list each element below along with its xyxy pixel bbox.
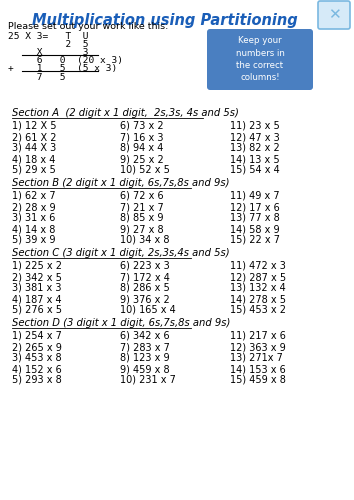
Text: 9) 376 x 2: 9) 376 x 2 [120, 294, 170, 304]
Text: 2) 342 x 5: 2) 342 x 5 [12, 272, 62, 282]
Text: 1) 62 x 7: 1) 62 x 7 [12, 191, 56, 201]
Text: 14) 58 x 9: 14) 58 x 9 [230, 224, 280, 234]
Text: 11) 23 x 5: 11) 23 x 5 [230, 121, 280, 131]
Text: 10) 165 x 4: 10) 165 x 4 [120, 305, 176, 315]
Text: 6) 72 x 6: 6) 72 x 6 [120, 191, 164, 201]
Text: 9) 27 x 8: 9) 27 x 8 [120, 224, 164, 234]
Text: 4) 14 x 8: 4) 14 x 8 [12, 224, 55, 234]
FancyBboxPatch shape [207, 29, 313, 90]
Text: 9) 25 x 2: 9) 25 x 2 [120, 154, 164, 164]
Text: +    1   5  (5 x 3): + 1 5 (5 x 3) [8, 64, 117, 73]
Text: 4) 187 x 4: 4) 187 x 4 [12, 294, 62, 304]
Text: 11) 472 x 3: 11) 472 x 3 [230, 261, 286, 271]
Text: 7) 21 x 7: 7) 21 x 7 [120, 202, 164, 212]
Text: Multiplication using Partitioning: Multiplication using Partitioning [32, 13, 298, 28]
Text: 13) 271x 7: 13) 271x 7 [230, 353, 283, 363]
Text: 8) 123 x 9: 8) 123 x 9 [120, 353, 170, 363]
Text: 7) 16 x 3: 7) 16 x 3 [120, 132, 164, 142]
Text: 6) 73 x 2: 6) 73 x 2 [120, 121, 164, 131]
Text: 12) 287 x 5: 12) 287 x 5 [230, 272, 286, 282]
Text: 7) 283 x 7: 7) 283 x 7 [120, 342, 170, 352]
Text: 5) 276 x 5: 5) 276 x 5 [12, 305, 62, 315]
Text: Section D (3 digit x 1 digit, 6s,7s,8s and 9s): Section D (3 digit x 1 digit, 6s,7s,8s a… [12, 318, 230, 328]
Text: 3) 453 x 8: 3) 453 x 8 [12, 353, 62, 363]
Text: 14) 278 x 5: 14) 278 x 5 [230, 294, 286, 304]
Text: 11) 217 x 6: 11) 217 x 6 [230, 331, 286, 341]
Text: 8) 286 x 5: 8) 286 x 5 [120, 283, 170, 293]
Text: 6   0  (20 x 3): 6 0 (20 x 3) [8, 56, 123, 65]
Text: 14) 153 x 6: 14) 153 x 6 [230, 364, 286, 374]
Text: 13) 132 x 4: 13) 132 x 4 [230, 283, 286, 293]
Text: 10) 231 x 7: 10) 231 x 7 [120, 375, 176, 385]
Text: Section A  (2 digit x 1 digit,  2s,3s, 4s and 5s): Section A (2 digit x 1 digit, 2s,3s, 4s … [12, 108, 239, 118]
Text: 4) 18 x 4: 4) 18 x 4 [12, 154, 55, 164]
Text: 15) 22 x 7: 15) 22 x 7 [230, 235, 280, 245]
Text: 1) 225 x 2: 1) 225 x 2 [12, 261, 62, 271]
Text: 12) 17 x 6: 12) 17 x 6 [230, 202, 280, 212]
Text: 25 X 3=   T  U: 25 X 3= T U [8, 32, 88, 41]
Text: 15) 459 x 8: 15) 459 x 8 [230, 375, 286, 385]
Text: 1) 12 X 5: 1) 12 X 5 [12, 121, 57, 131]
Text: X       3: X 3 [8, 48, 88, 57]
Text: 2  5: 2 5 [8, 40, 88, 49]
Text: 15) 54 x 4: 15) 54 x 4 [230, 165, 280, 175]
Text: 8) 94 x 4: 8) 94 x 4 [120, 143, 164, 153]
Text: 1) 254 x 7: 1) 254 x 7 [12, 331, 62, 341]
FancyBboxPatch shape [318, 1, 350, 29]
Text: 3) 381 x 3: 3) 381 x 3 [12, 283, 62, 293]
Text: 14) 13 x 5: 14) 13 x 5 [230, 154, 280, 164]
Text: 2) 28 x 9: 2) 28 x 9 [12, 202, 56, 212]
Text: 15) 453 x 2: 15) 453 x 2 [230, 305, 286, 315]
Text: 5) 39 x 9: 5) 39 x 9 [12, 235, 56, 245]
Text: 5) 293 x 8: 5) 293 x 8 [12, 375, 62, 385]
Text: 7   5: 7 5 [8, 73, 65, 82]
Text: ✕: ✕ [327, 8, 341, 22]
Text: 13) 82 x 2: 13) 82 x 2 [230, 143, 280, 153]
Text: 9) 459 x 8: 9) 459 x 8 [120, 364, 170, 374]
Text: Keep your
numbers in
the correct
columns!: Keep your numbers in the correct columns… [235, 36, 284, 82]
Text: 2) 61 X 2: 2) 61 X 2 [12, 132, 57, 142]
Text: 12) 363 x 9: 12) 363 x 9 [230, 342, 286, 352]
Text: 11) 49 x 7: 11) 49 x 7 [230, 191, 280, 201]
Text: 4) 152 x 6: 4) 152 x 6 [12, 364, 62, 374]
Text: Please set out your work like this:: Please set out your work like this: [8, 22, 169, 31]
Text: Section C (3 digit x 1 digit, 2s,3s,4s and 5s): Section C (3 digit x 1 digit, 2s,3s,4s a… [12, 248, 230, 258]
Text: 5) 29 x 5: 5) 29 x 5 [12, 165, 56, 175]
Text: 3) 31 x 6: 3) 31 x 6 [12, 213, 55, 223]
Text: 6) 223 x 3: 6) 223 x 3 [120, 261, 170, 271]
Text: 12) 47 x 3: 12) 47 x 3 [230, 132, 280, 142]
Text: 13) 77 x 8: 13) 77 x 8 [230, 213, 280, 223]
Text: Section B (2 digit x 1 digit, 6s,7s,8s and 9s): Section B (2 digit x 1 digit, 6s,7s,8s a… [12, 178, 229, 188]
Text: 3) 44 X 3: 3) 44 X 3 [12, 143, 56, 153]
Text: 10) 52 x 5: 10) 52 x 5 [120, 165, 170, 175]
Text: 8) 85 x 9: 8) 85 x 9 [120, 213, 164, 223]
Text: 6) 342 x 6: 6) 342 x 6 [120, 331, 170, 341]
Text: 10) 34 x 8: 10) 34 x 8 [120, 235, 170, 245]
Text: 2) 265 x 9: 2) 265 x 9 [12, 342, 62, 352]
Text: 7) 172 x 4: 7) 172 x 4 [120, 272, 170, 282]
